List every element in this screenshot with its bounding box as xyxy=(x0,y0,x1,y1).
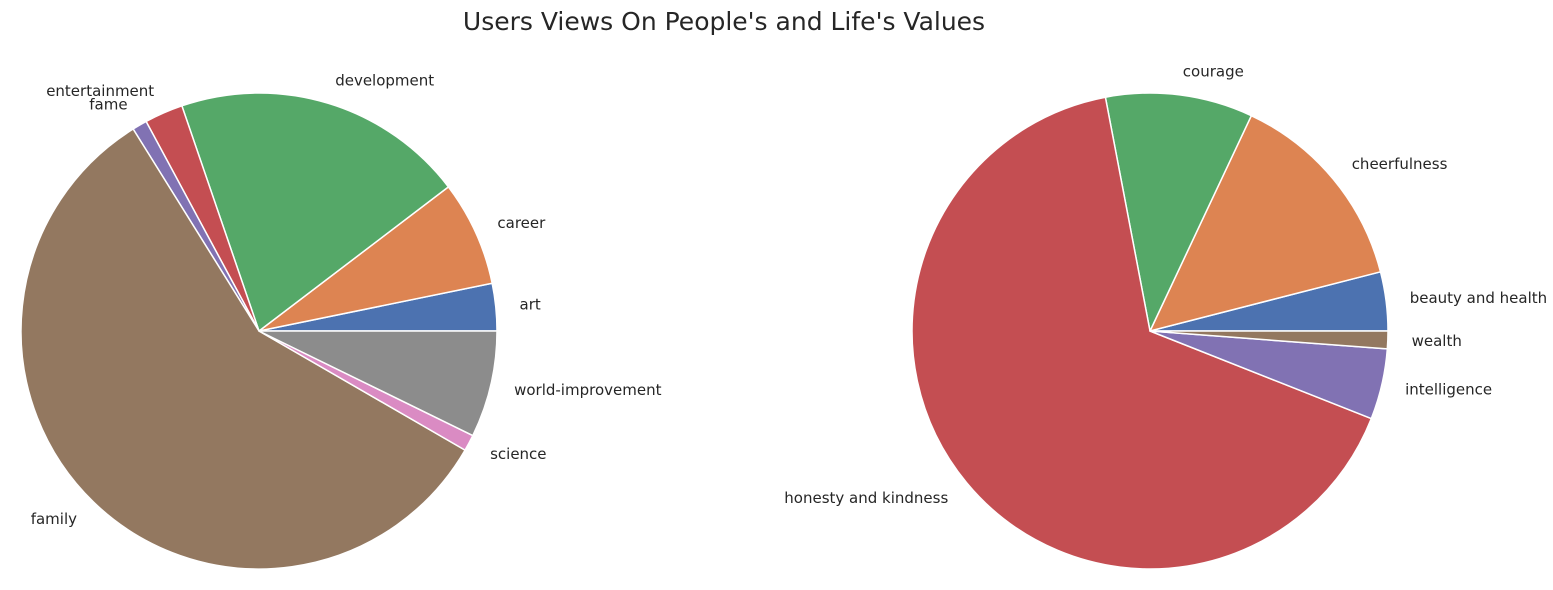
pie-slice-cheerfulness xyxy=(1149,114,1382,332)
pie-label-career: career xyxy=(497,214,546,232)
chart-title: Users Views On People's and Life's Value… xyxy=(463,7,985,36)
pie-label-world-improvement: world-improvement xyxy=(514,381,661,399)
pie-label-honesty-and-kindness: honesty and kindness xyxy=(784,489,948,507)
pie-label-intelligence: intelligence xyxy=(1405,381,1492,399)
pie-label-art: art xyxy=(520,296,541,314)
pie-slice-wealth xyxy=(1149,330,1389,350)
pie-label-family: family xyxy=(31,510,77,528)
pie-label-cheerfulness: cheerfulness xyxy=(1352,155,1448,173)
pie-slice-world-improvement xyxy=(258,330,498,437)
pie-label-entertainment: entertainment xyxy=(46,82,154,100)
pie-slice-honesty-and-kindness xyxy=(911,96,1373,570)
pie-label-wealth: wealth xyxy=(1412,332,1462,350)
pie-label-beauty-and-health: beauty and health xyxy=(1410,289,1547,307)
pie-slice-development xyxy=(181,92,450,332)
pie-slice-career xyxy=(258,186,493,332)
pie-label-courage: courage xyxy=(1183,62,1244,80)
pie-label-science: science xyxy=(490,445,546,463)
pie-label-development: development xyxy=(335,72,434,90)
pie-slice-courage xyxy=(1104,92,1253,332)
pie-label-fame: fame xyxy=(89,96,127,114)
pie-people-values: beauty and health cheerfulness courage hone… xyxy=(784,62,1547,570)
pie-slice-family xyxy=(20,128,466,570)
